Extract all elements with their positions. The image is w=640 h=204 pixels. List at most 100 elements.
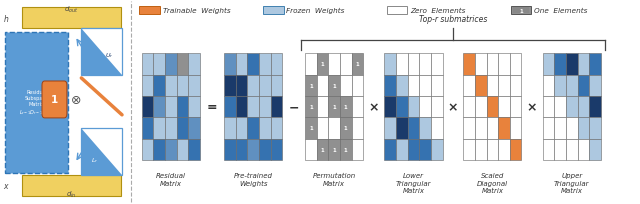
Bar bbox=[486, 75, 498, 96]
Bar bbox=[431, 139, 443, 160]
Bar bbox=[510, 75, 522, 96]
Bar bbox=[589, 54, 601, 75]
Bar bbox=[305, 54, 317, 75]
Bar bbox=[259, 54, 271, 75]
Bar bbox=[475, 54, 486, 75]
Text: $\otimes$: $\otimes$ bbox=[70, 93, 81, 106]
Bar bbox=[236, 118, 248, 139]
Bar bbox=[510, 54, 522, 75]
Bar bbox=[317, 54, 328, 75]
Bar bbox=[340, 75, 351, 96]
Bar bbox=[463, 96, 475, 118]
Bar bbox=[554, 54, 566, 75]
Text: −: − bbox=[289, 101, 299, 114]
Text: $d_{out}$: $d_{out}$ bbox=[64, 5, 79, 15]
Bar bbox=[351, 75, 363, 96]
Bar bbox=[431, 54, 443, 75]
Bar bbox=[510, 96, 522, 118]
Bar bbox=[317, 75, 328, 96]
Text: 1: 1 bbox=[344, 147, 348, 152]
Bar bbox=[328, 139, 340, 160]
Bar bbox=[385, 75, 396, 96]
Bar bbox=[498, 96, 510, 118]
Bar bbox=[236, 139, 248, 160]
Bar bbox=[351, 54, 363, 75]
Bar bbox=[317, 139, 328, 160]
Bar bbox=[188, 118, 200, 139]
Bar bbox=[510, 118, 522, 139]
Text: Zero  Elements: Zero Elements bbox=[410, 8, 466, 14]
Bar bbox=[259, 96, 271, 118]
Text: Pre-trained
Weights: Pre-trained Weights bbox=[234, 172, 273, 186]
Bar bbox=[554, 96, 566, 118]
Bar bbox=[248, 75, 259, 96]
Text: 1: 1 bbox=[309, 105, 313, 110]
Bar bbox=[543, 118, 554, 139]
Bar bbox=[248, 54, 259, 75]
Bar bbox=[589, 118, 601, 139]
Bar bbox=[419, 75, 431, 96]
Bar bbox=[566, 96, 577, 118]
Bar bbox=[317, 96, 328, 118]
Text: Permutation
Matrix: Permutation Matrix bbox=[312, 172, 356, 186]
Bar bbox=[498, 118, 510, 139]
Bar bbox=[81, 129, 122, 175]
Bar bbox=[271, 139, 282, 160]
Bar bbox=[188, 96, 200, 118]
Bar bbox=[81, 29, 122, 75]
Text: ×: × bbox=[369, 101, 379, 114]
Bar bbox=[340, 96, 351, 118]
Bar bbox=[177, 75, 188, 96]
Bar bbox=[387, 7, 408, 15]
Bar bbox=[577, 75, 589, 96]
Bar bbox=[577, 139, 589, 160]
Text: 1: 1 bbox=[332, 83, 336, 88]
Bar bbox=[271, 54, 282, 75]
Bar bbox=[431, 75, 443, 96]
Text: Residual
Subspace
Matrix
$L_{r-1}D_{r-1}U_{r-1}$: Residual Subspace Matrix $L_{r-1}D_{r-1}… bbox=[19, 90, 55, 116]
Bar bbox=[141, 96, 154, 118]
Bar bbox=[259, 139, 271, 160]
Bar bbox=[263, 7, 284, 15]
Bar bbox=[328, 96, 340, 118]
Bar bbox=[577, 118, 589, 139]
Bar bbox=[177, 96, 188, 118]
Bar bbox=[498, 54, 510, 75]
Bar bbox=[431, 96, 443, 118]
Bar bbox=[271, 75, 282, 96]
Text: ×: × bbox=[527, 101, 538, 114]
Bar bbox=[351, 139, 363, 160]
Bar bbox=[154, 139, 165, 160]
Bar bbox=[577, 54, 589, 75]
Bar bbox=[463, 75, 475, 96]
Bar bbox=[408, 54, 419, 75]
Bar bbox=[396, 139, 408, 160]
Bar bbox=[566, 75, 577, 96]
Bar bbox=[154, 96, 165, 118]
Text: 1: 1 bbox=[519, 9, 523, 14]
Bar bbox=[498, 75, 510, 96]
Bar bbox=[154, 75, 165, 96]
Bar bbox=[486, 54, 498, 75]
Text: $x$: $x$ bbox=[3, 181, 10, 190]
Bar bbox=[165, 96, 177, 118]
Bar bbox=[165, 139, 177, 160]
Bar bbox=[177, 54, 188, 75]
Bar bbox=[224, 75, 236, 96]
Bar bbox=[396, 118, 408, 139]
Text: 1: 1 bbox=[321, 62, 324, 67]
Bar bbox=[328, 54, 340, 75]
Text: $+$: $+$ bbox=[47, 44, 58, 58]
Bar bbox=[22, 175, 121, 196]
Bar bbox=[340, 54, 351, 75]
Bar bbox=[486, 139, 498, 160]
Bar bbox=[236, 54, 248, 75]
Text: Lower
Triangular
Matrix: Lower Triangular Matrix bbox=[396, 172, 431, 193]
Bar bbox=[419, 54, 431, 75]
Bar bbox=[248, 139, 259, 160]
Bar bbox=[340, 139, 351, 160]
Bar bbox=[224, 54, 236, 75]
Bar bbox=[141, 75, 154, 96]
Bar bbox=[177, 118, 188, 139]
Bar bbox=[589, 96, 601, 118]
